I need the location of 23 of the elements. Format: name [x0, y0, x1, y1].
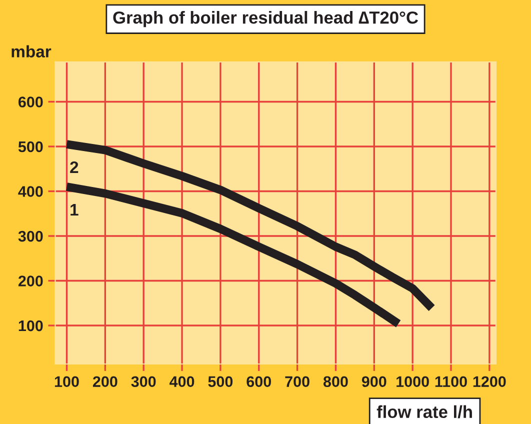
y-tick-label: 500: [18, 141, 43, 152]
x-tick-label: 800: [323, 376, 348, 388]
x-axis-title: flow rate l/h: [376, 405, 472, 418]
series-label: 2: [70, 161, 78, 173]
x-tick-label: 400: [170, 376, 194, 388]
y-tick-label: 200: [18, 276, 43, 286]
x-tick-label: 300: [131, 376, 156, 388]
x-tick-label: 700: [285, 376, 310, 388]
series-label: 1: [70, 204, 78, 216]
y-tick-label: 100: [18, 320, 43, 332]
x-tick-label: 1000: [396, 376, 429, 388]
x-tick-label: 600: [246, 376, 271, 388]
x-tick-label: 500: [208, 376, 233, 388]
y-tick-label: 400: [18, 186, 43, 197]
y-tick-label: 300: [18, 230, 43, 242]
x-tick-label: 200: [92, 376, 118, 388]
x-tick-label: 100: [54, 376, 79, 388]
x-tick-label: 1200: [473, 376, 506, 388]
x-tick-label: 900: [362, 376, 386, 388]
chart-title: Graph of boiler residual head ∆T20°C: [113, 10, 418, 28]
y-axis-title: mbar: [12, 45, 52, 58]
x-tick-label: 1100: [435, 376, 467, 388]
y-tick-label: 600: [18, 96, 43, 108]
